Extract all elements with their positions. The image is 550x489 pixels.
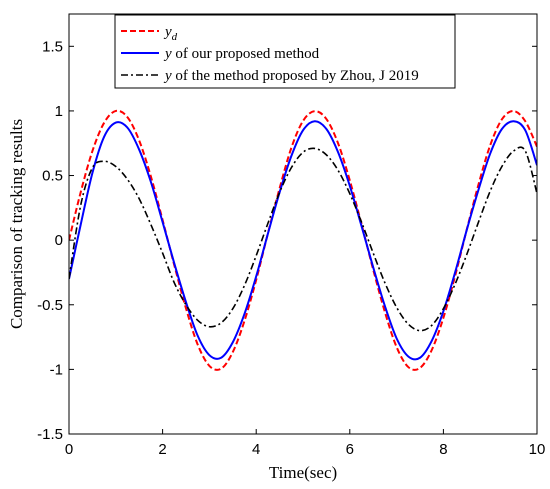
legend-text: of the method proposed by Zhou, J 2019 [172, 68, 419, 84]
x-tick-label: 10 [529, 441, 546, 458]
y-tick-label: -0.5 [37, 297, 63, 314]
x-tick-label: 6 [346, 441, 354, 458]
legend-subscript: d [172, 31, 178, 43]
x-axis-label: Time(sec) [269, 463, 337, 482]
axes-box [68, 13, 538, 435]
y-tick-label: -1.5 [37, 426, 63, 443]
series-line-2 [69, 120, 537, 361]
legend-symbol: y [163, 24, 172, 40]
x-tick-label: 8 [439, 441, 447, 458]
y-tick-label: 0 [55, 232, 63, 249]
y-tick-label: 0.5 [42, 168, 63, 185]
series-line-3 [69, 146, 537, 332]
legend-label-2: y of our proposed method [163, 46, 320, 62]
legend-label-1: yd [163, 24, 178, 43]
y-tick-label: -1 [50, 361, 63, 378]
legend-label-3: y of the method proposed by Zhou, J 2019 [163, 68, 419, 84]
y-axis-label: Comparison of tracking results [7, 119, 26, 329]
legend-box [114, 14, 456, 89]
y-tick-label: 1.5 [42, 38, 63, 55]
x-tick-label: 0 [65, 441, 73, 458]
series-layer [69, 109, 537, 371]
y-tick-label: 1 [55, 103, 63, 120]
legend-text: of our proposed method [172, 46, 320, 62]
ticks-layer: 0 2 4 6 8 10 -1.5 -1 -0.5 0 0.5 1 1.5 [37, 14, 545, 458]
x-tick-label: 4 [252, 441, 260, 458]
legend-symbol: y [163, 46, 172, 62]
x-tick-label: 2 [158, 441, 166, 458]
legend-symbol: y [163, 68, 172, 84]
